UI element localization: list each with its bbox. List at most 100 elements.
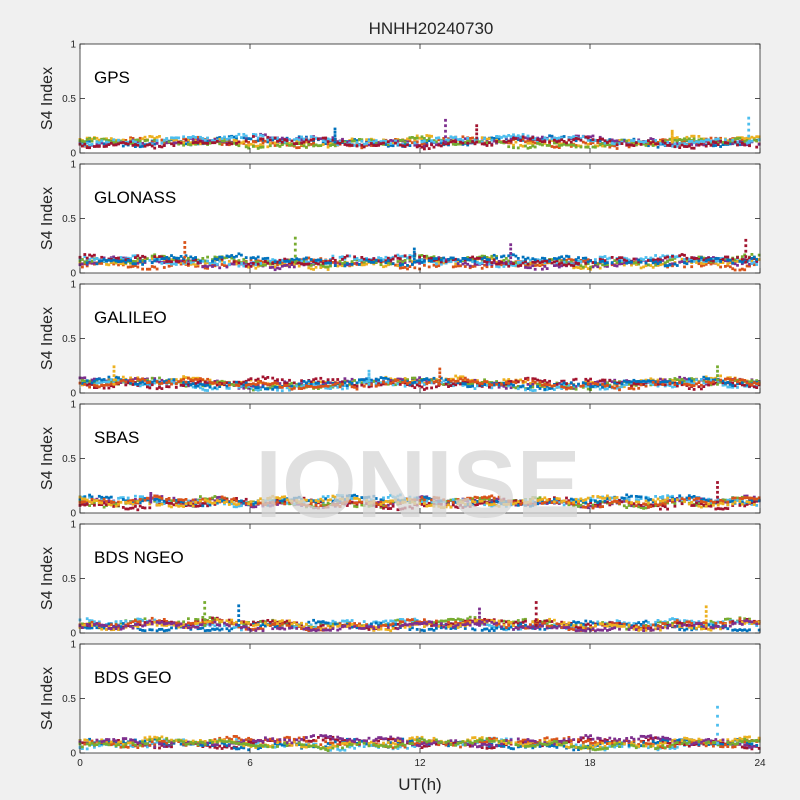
data-point [283,257,287,261]
data-point [553,257,556,260]
data-point [514,381,518,385]
data-point [572,378,576,382]
data-point [295,257,299,261]
data-point [314,143,318,147]
data-point [647,263,650,267]
data-point [569,140,573,144]
data-point [141,383,144,387]
data-point [654,504,657,507]
data-point [519,378,523,382]
data-point [565,263,568,267]
data-point [114,380,118,384]
data-point [382,141,385,145]
data-point [622,256,626,260]
data-point [131,144,135,147]
data-point [659,381,662,384]
data-point [353,139,356,143]
data-point [227,136,231,140]
data-point [83,379,87,383]
data-point [162,254,166,258]
data-point [574,144,578,147]
data-point [249,261,253,265]
data-point [423,259,426,263]
data-point [492,261,496,264]
data-point [126,379,130,383]
data-point [618,258,621,262]
data-point [83,255,87,258]
data-point [656,142,660,146]
data-point [656,378,660,382]
data-point [490,386,494,390]
data-point [745,141,749,145]
data-point [666,264,669,267]
data-point [526,387,530,390]
data-point [577,505,580,508]
data-point [100,383,104,387]
data-point [394,141,397,145]
data-point [88,379,91,383]
data-point [382,496,385,500]
data-point [117,256,120,260]
data-point [731,381,735,385]
data-point [485,144,489,147]
data-point [235,142,238,145]
data-point [550,258,554,261]
data-point [627,138,631,142]
data-point [613,378,617,382]
data-point [466,258,470,261]
data-point [541,263,544,267]
data-point [502,261,506,265]
data-point [121,259,125,263]
data-point [179,261,183,264]
data-point [500,383,503,386]
data-point [683,142,686,145]
data-point [454,262,458,266]
data-point [714,139,718,143]
data-point [324,503,328,507]
data-point [384,259,388,263]
data-point [102,258,106,261]
data-point [690,256,694,259]
data-point [634,380,638,383]
data-point [396,382,400,386]
data-point [203,382,207,385]
data-point [456,260,460,264]
data-point [162,257,166,260]
data-point [656,262,660,265]
data-point [692,260,696,263]
data-point [225,384,229,388]
data-point [553,260,556,264]
data-point [391,257,395,261]
data-point [707,258,710,262]
data-point [432,500,436,504]
data-point [548,144,551,147]
data-point [610,141,614,145]
data-point [297,382,301,386]
data-point [425,139,429,142]
data-point [102,256,106,260]
data-point [93,258,96,262]
data-point [326,495,330,498]
data-point [562,135,566,138]
data-point [651,380,655,384]
data-point [206,261,209,265]
data-point [432,380,436,384]
data-point [389,377,393,381]
data-point [700,137,703,141]
data-point [218,255,222,259]
data-point [567,138,571,142]
data-point [750,135,754,139]
data-point [456,379,460,383]
spike-point [444,140,447,144]
data-point [179,141,183,145]
data-point [305,384,308,388]
data-point [668,378,672,381]
data-point [430,134,433,138]
data-point [179,255,183,258]
data-point [93,377,96,381]
data-point [403,497,407,501]
data-point [442,383,446,386]
data-point [437,143,441,147]
data-point [384,143,388,146]
